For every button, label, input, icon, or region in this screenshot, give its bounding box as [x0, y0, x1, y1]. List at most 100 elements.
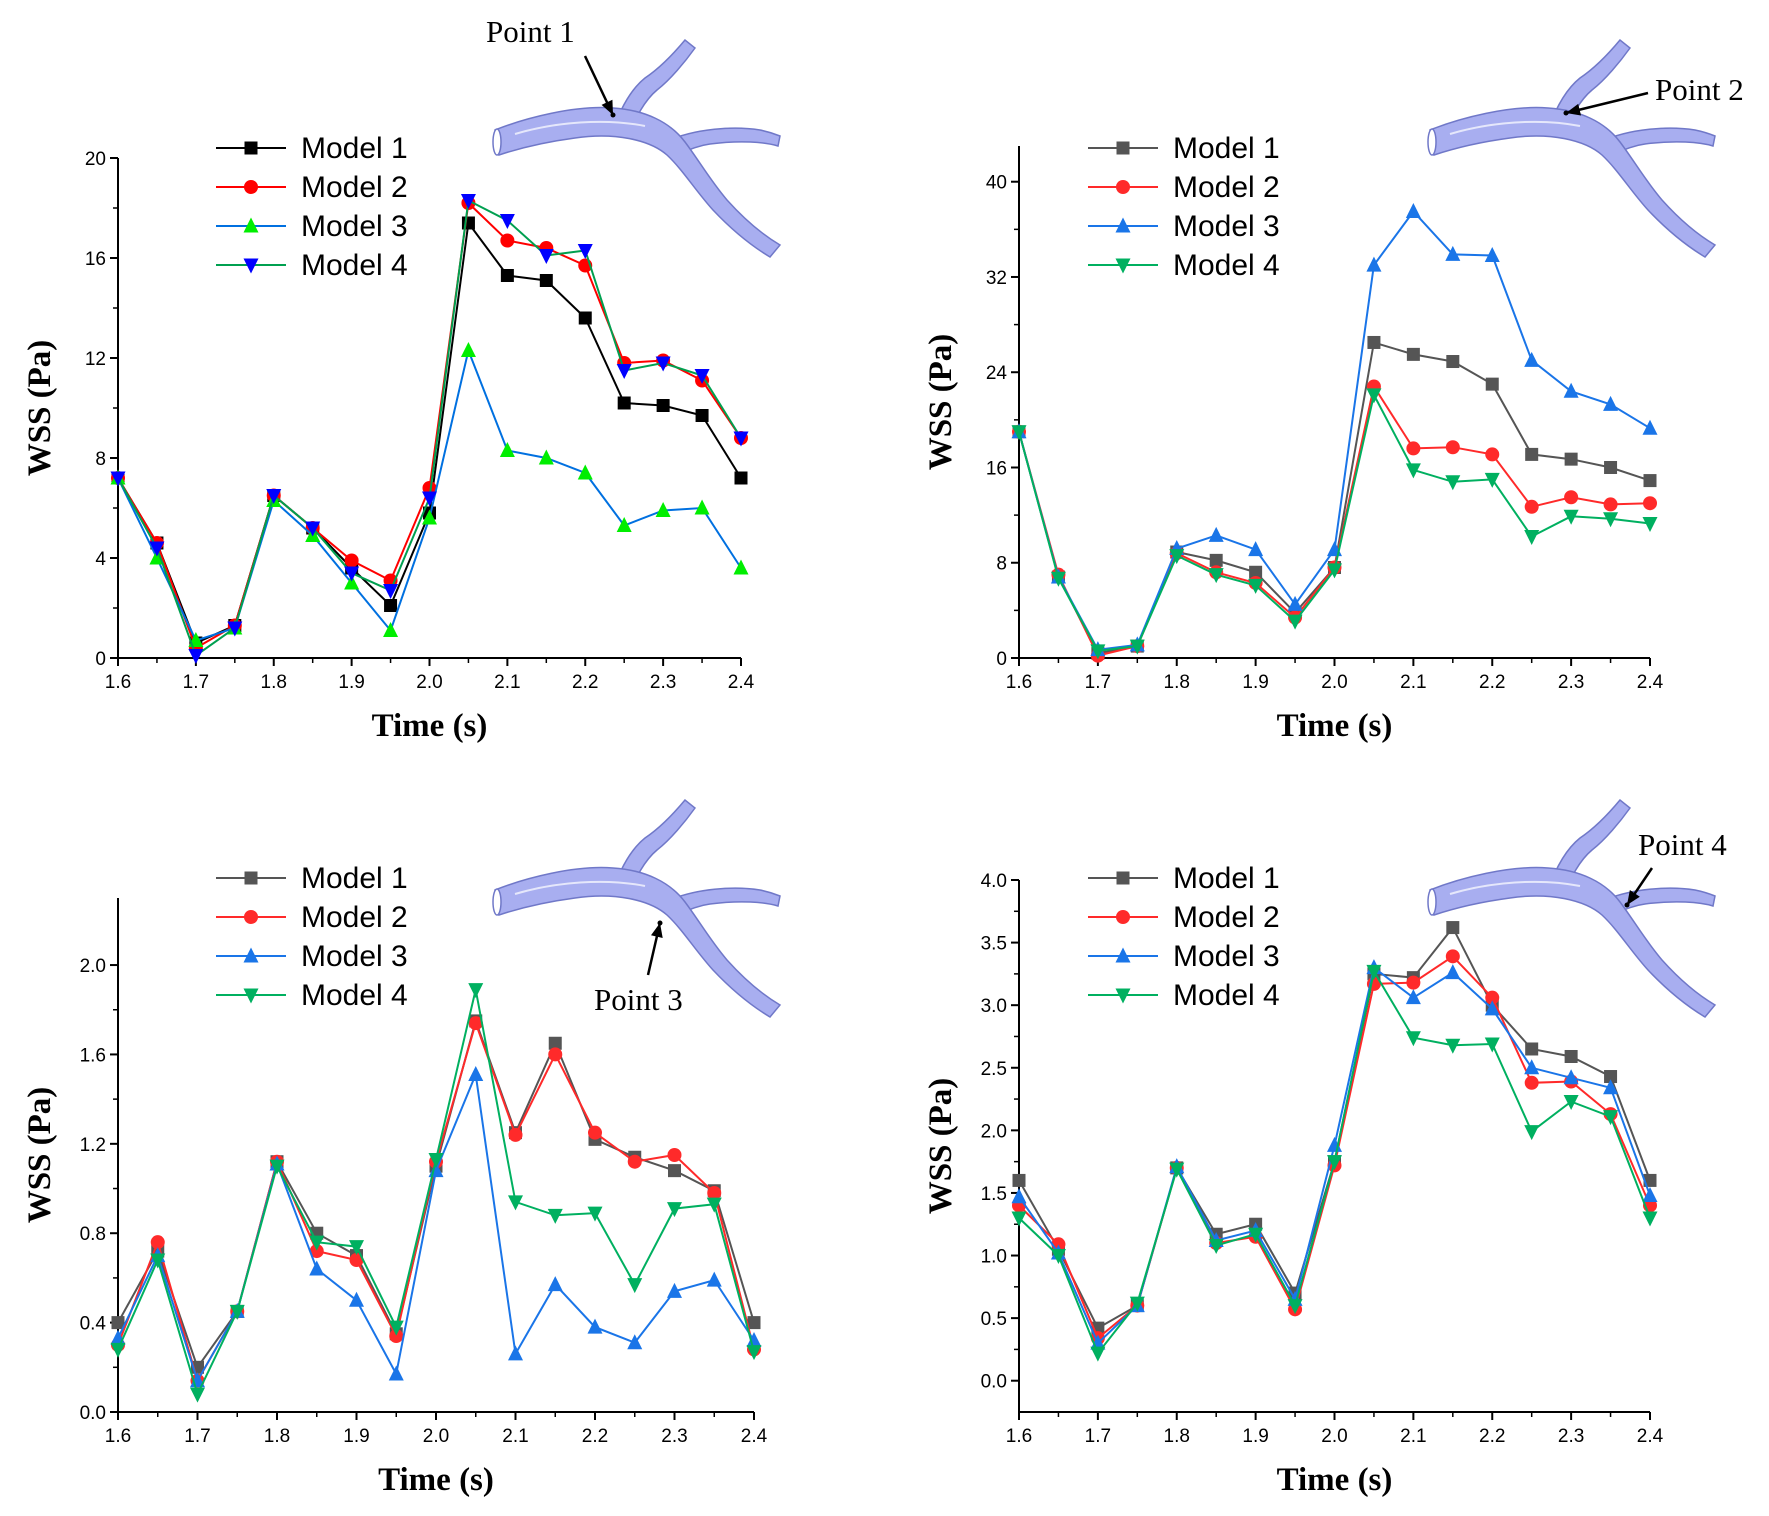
- data-point: [344, 574, 360, 590]
- x-tick-label: 2.0: [1321, 1426, 1347, 1447]
- x-tick-label: 1.7: [1085, 672, 1111, 693]
- data-point: [1484, 247, 1500, 263]
- x-tick-label: 2.0: [1321, 672, 1347, 693]
- data-point: [1209, 553, 1223, 567]
- legend-marker: [243, 947, 259, 963]
- data-point: [616, 517, 632, 532]
- y-tick-label: 3.0: [981, 996, 1007, 1017]
- series-model-1: [1012, 921, 1657, 1335]
- panel-4: 1.6 1.7 1.8 1.9 2.0 2.1 2.2 2.3 2.4 0.0 0.5 1.0 1.5 2…: [923, 798, 1727, 1498]
- series-model-3: [1011, 202, 1658, 657]
- data-point: [468, 1066, 484, 1082]
- legend-marker: [1116, 871, 1130, 885]
- series-model-3: [1011, 959, 1658, 1350]
- data-point: [1642, 1211, 1658, 1227]
- data-point: [695, 409, 709, 422]
- data-point: [694, 499, 710, 515]
- data-point: [1564, 1049, 1578, 1063]
- data-point: [667, 1282, 682, 1298]
- data-point: [577, 244, 593, 259]
- annotation-arrow-head: [601, 99, 613, 115]
- y-tick-label: 2.0: [981, 1121, 1007, 1142]
- data-point: [1208, 568, 1224, 584]
- legend-marker: [1116, 180, 1130, 194]
- annotation-arrow-head: [1566, 103, 1582, 116]
- point-annotation: Point 1: [486, 14, 616, 118]
- data-point: [746, 1345, 762, 1361]
- legend-marker: [1115, 947, 1131, 963]
- x-tick-label: 2.2: [1479, 1426, 1505, 1447]
- series-line: [117, 1070, 755, 1384]
- data-point: [1485, 377, 1499, 391]
- data-point: [1366, 964, 1382, 980]
- data-point: [110, 471, 126, 487]
- data-point: [627, 1154, 642, 1169]
- data-point: [1208, 1239, 1224, 1255]
- data-point: [655, 502, 671, 517]
- data-point: [617, 396, 631, 410]
- data-point: [616, 364, 632, 379]
- data-point: [460, 194, 476, 209]
- legend: Model 1 Model 2 Model 3 Model 4: [216, 862, 408, 1012]
- data-point: [1525, 447, 1539, 461]
- data-point: [1603, 1079, 1619, 1095]
- x-tick-label: 2.2: [572, 672, 598, 693]
- y-tick-label: 2.5: [981, 1059, 1007, 1080]
- annotation-point-dot: [610, 112, 616, 118]
- data-point: [1524, 1075, 1539, 1090]
- series-line: [1018, 341, 1651, 655]
- data-point: [1405, 1031, 1421, 1047]
- data-point: [383, 584, 399, 599]
- y-tick-label: 8: [95, 449, 106, 470]
- data-point: [656, 399, 670, 412]
- y-tick-label: 0: [996, 649, 1007, 670]
- data-point: [1603, 1110, 1619, 1126]
- legend-marker: [244, 180, 258, 194]
- data-point: [1563, 1069, 1579, 1085]
- data-point: [266, 489, 282, 504]
- data-point: [188, 649, 204, 664]
- data-point: [269, 1159, 285, 1175]
- data-point: [1524, 499, 1539, 514]
- data-point: [538, 449, 554, 465]
- data-point: [1090, 1346, 1106, 1362]
- data-point: [1445, 475, 1461, 491]
- series-line: [1018, 392, 1651, 652]
- data-point: [1405, 202, 1421, 218]
- annotation-point-dot: [1563, 110, 1569, 116]
- data-point: [1405, 989, 1421, 1005]
- data-point: [1248, 578, 1264, 594]
- data-point: [1249, 565, 1263, 579]
- y-tick-label: 24: [986, 363, 1008, 384]
- legend-marker: [1115, 217, 1131, 233]
- series-model-3: [110, 1066, 762, 1388]
- data-point: [389, 1329, 404, 1344]
- data-point: [1050, 1249, 1066, 1265]
- data-point: [149, 541, 165, 557]
- series-line: [117, 1019, 755, 1384]
- data-point: [1366, 256, 1382, 272]
- data-point: [548, 1047, 563, 1062]
- data-point: [349, 1240, 364, 1256]
- y-tick-label: 2.0: [80, 956, 106, 977]
- data-point: [588, 1125, 602, 1140]
- series-model-1: [111, 216, 748, 650]
- axes: 1.6 1.7 1.8 1.9 2.0 2.1 2.2 2.3 2.4 0.0 0.5 1.0 1.5 2…: [981, 871, 1664, 1447]
- data-point: [508, 1195, 523, 1211]
- x-axis-title: Time (s): [1277, 1462, 1393, 1498]
- data-point: [706, 1197, 722, 1213]
- legend-label: Model 3: [301, 210, 408, 243]
- data-point: [1327, 563, 1342, 579]
- legend-label: Model 2: [1173, 171, 1280, 204]
- y-tick-label: 0.0: [80, 1403, 106, 1424]
- data-point: [428, 1152, 444, 1168]
- data-point: [305, 521, 321, 537]
- x-tick-label: 2.4: [728, 672, 755, 693]
- data-point: [111, 1316, 125, 1330]
- data-point: [1011, 1211, 1027, 1227]
- data-point: [747, 1316, 761, 1330]
- legend-label: Model 1: [301, 132, 408, 165]
- series-model-4: [1011, 964, 1658, 1362]
- data-point: [1287, 1299, 1303, 1315]
- data-point: [1563, 382, 1579, 398]
